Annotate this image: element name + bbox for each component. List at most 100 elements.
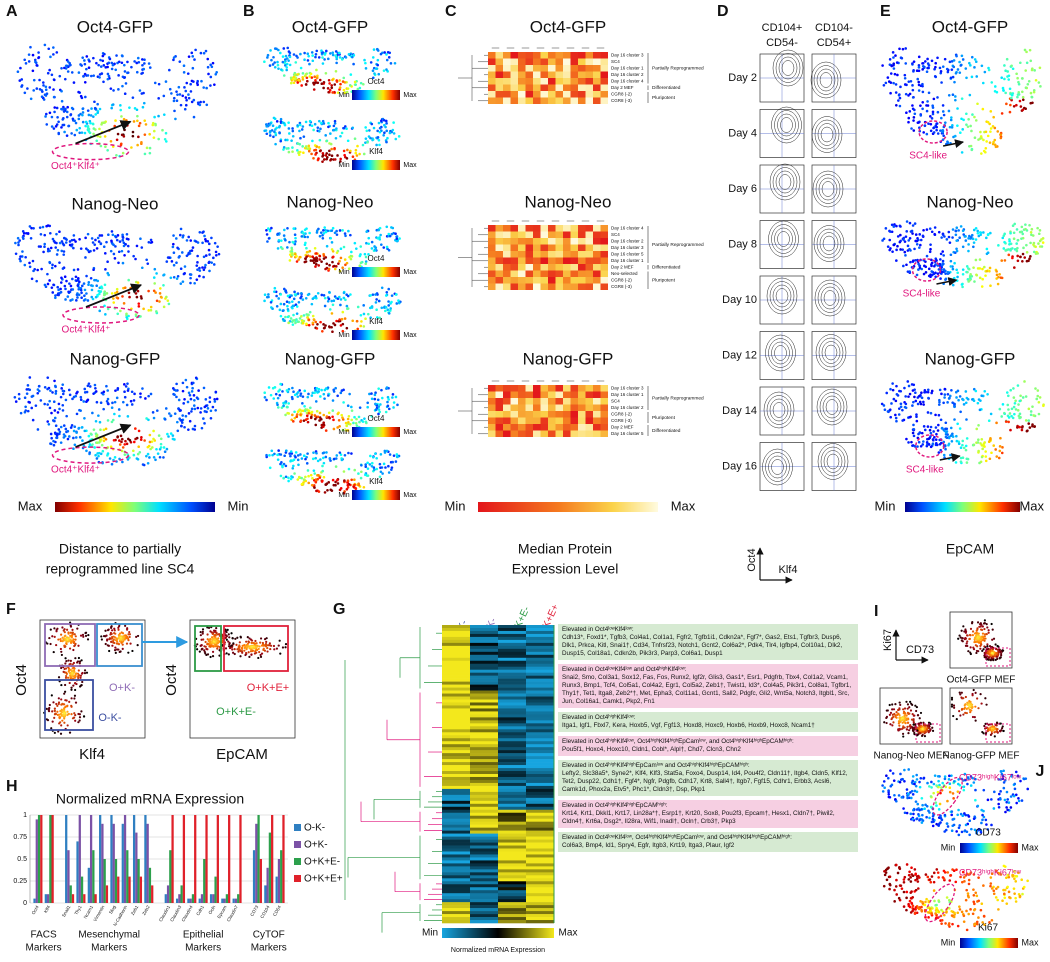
heatmap-cell (518, 231, 526, 238)
cell-dot (184, 89, 188, 93)
cell-dot (901, 248, 904, 251)
cell-dot (118, 240, 122, 243)
cell-dot (938, 66, 942, 70)
cell-dot (87, 283, 90, 286)
heatmap-cell (488, 277, 496, 284)
cell-dot (152, 455, 156, 459)
heatmap-cell (570, 231, 578, 238)
cell-dot (56, 704, 59, 707)
heatmap-cell (488, 404, 496, 411)
heatmap-cell (495, 391, 503, 398)
cell-dot (31, 418, 35, 422)
cell-dot (901, 47, 905, 51)
caption: reprogrammed line SC4 (46, 561, 195, 577)
cell-dot (76, 627, 79, 630)
cell-dot (395, 235, 398, 238)
cell-dot (955, 239, 958, 242)
cell-dot (374, 293, 377, 296)
cell-dot (1017, 80, 1020, 84)
cell-dot (966, 270, 969, 274)
cell-dot (931, 112, 935, 116)
cell-dot (148, 146, 152, 150)
cell-dot (938, 442, 942, 446)
cell-dot (147, 444, 151, 448)
cell-dot (379, 233, 382, 237)
cell-dot (377, 72, 381, 76)
cell-dot (379, 466, 382, 469)
cell-dot (979, 442, 982, 445)
colorbar-label: Min (228, 498, 249, 513)
cell-dot (196, 101, 200, 104)
cell-dot (115, 648, 119, 651)
cell-dot (104, 313, 107, 316)
cell-dot (64, 298, 67, 301)
cell-dot (940, 427, 944, 430)
cell-dot (376, 293, 379, 296)
cell-dot (72, 684, 75, 687)
cell-dot (77, 644, 80, 647)
cell-dot (1000, 276, 1004, 280)
heatmap-cell (593, 391, 601, 398)
cell-dot (180, 251, 184, 254)
cell-dot (268, 130, 272, 133)
cell-dot (141, 63, 144, 67)
cell-dot (1025, 429, 1029, 433)
heatmap-cell (593, 417, 601, 424)
cell-dot (1009, 103, 1012, 107)
heatmap-cell (555, 385, 563, 392)
cell-dot (389, 307, 392, 310)
cell-dot (917, 66, 921, 69)
cell-dot (46, 403, 49, 406)
embedding (265, 225, 401, 273)
cell-dot (288, 253, 292, 256)
cell-dot (291, 150, 294, 153)
cell-dot (104, 427, 108, 431)
cell-dot (306, 235, 309, 239)
cell-dot (911, 389, 915, 392)
cell-dot (371, 455, 375, 459)
cell-dot (1010, 93, 1014, 97)
cell-dot (335, 319, 338, 323)
cell-dot (121, 233, 124, 237)
cell-dot (949, 265, 953, 268)
cell-dot (330, 241, 334, 244)
cell-dot (1032, 414, 1036, 417)
cell-dot (291, 253, 294, 257)
cell-dot (390, 294, 394, 297)
cell-dot (284, 315, 287, 319)
cell-dot (74, 642, 77, 645)
cell-dot (140, 266, 144, 270)
heatmap-cell (503, 84, 511, 91)
cell-dot (59, 639, 62, 643)
cell-dot (147, 394, 150, 398)
heatmap-cell (593, 231, 601, 238)
cell-dot (1005, 57, 1009, 61)
cell-dot (197, 389, 200, 392)
cell-dot (304, 145, 308, 148)
cell-dot (287, 150, 291, 154)
cell-dot (1016, 239, 1020, 242)
cell-dot (18, 397, 21, 401)
cell-dot (287, 402, 290, 405)
cell-dot (921, 90, 925, 94)
cell-dot (91, 297, 95, 301)
cell-dot (63, 721, 66, 724)
cell-dot (42, 81, 45, 84)
heatmap-cell (578, 65, 586, 72)
cell-dot (114, 68, 118, 72)
cell-dot (1012, 405, 1016, 409)
cell-dot (106, 397, 110, 401)
cell-dot (339, 391, 343, 395)
cell-dot (990, 81, 994, 84)
cell-dot (178, 417, 181, 421)
cell-dot (312, 318, 316, 321)
cell-dot (75, 431, 78, 434)
cell-dot (899, 248, 902, 251)
cell-dot (889, 247, 892, 250)
cell-dot (1036, 226, 1039, 230)
cell-dot (172, 251, 176, 254)
colorbar (352, 90, 400, 100)
cell-dot (119, 104, 122, 107)
cell-dot (83, 288, 87, 292)
cell-dot (113, 456, 117, 459)
